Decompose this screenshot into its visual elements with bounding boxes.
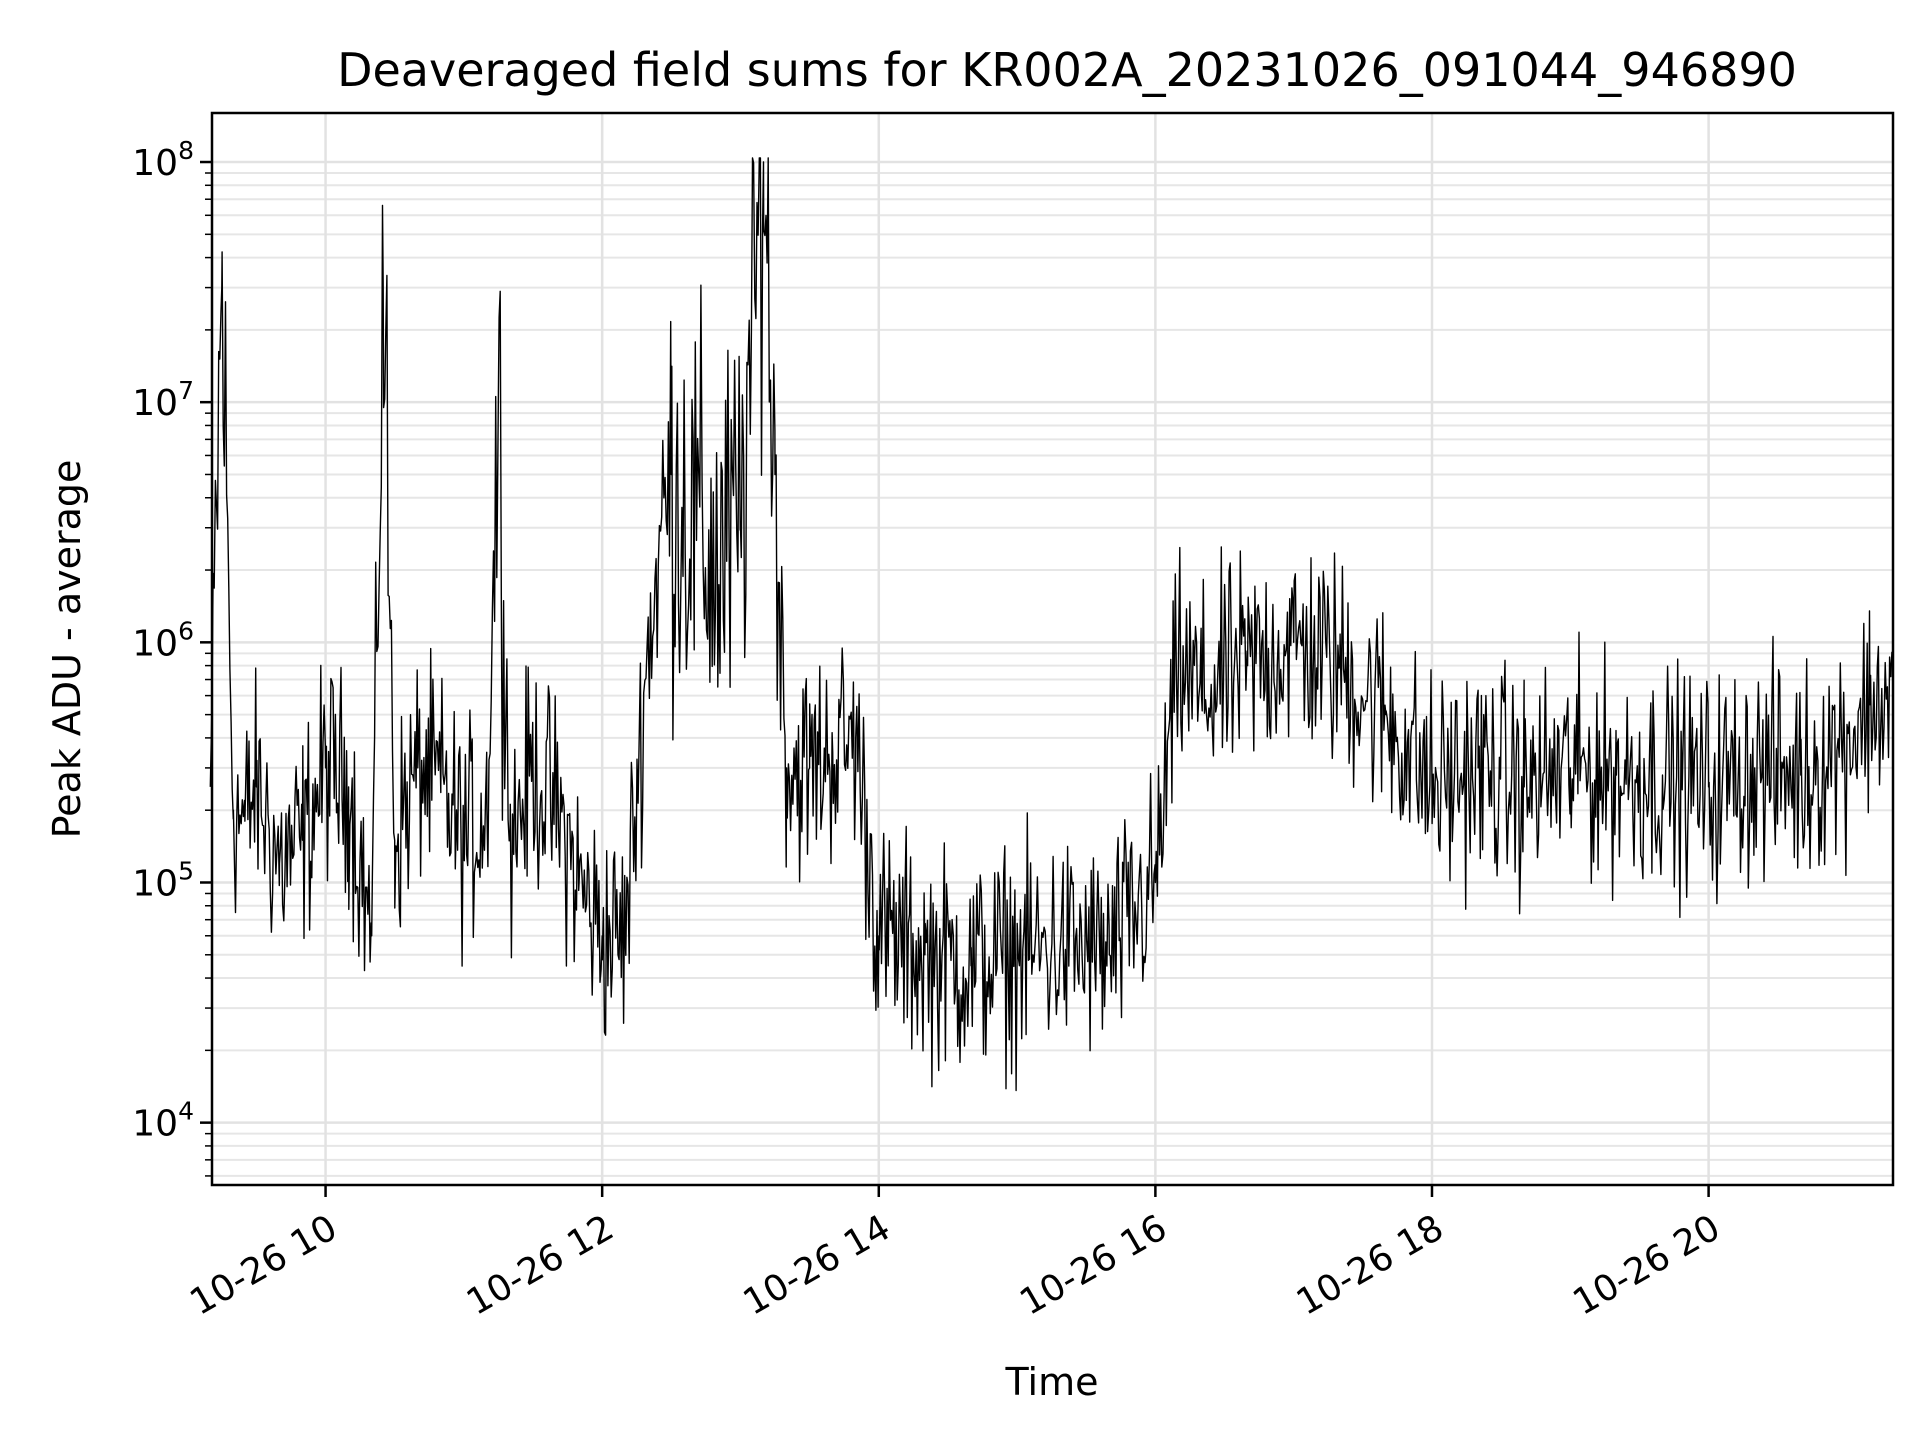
y-axis-label: Peak ADU - average [45, 460, 89, 839]
series-line [209, 157, 1894, 1092]
x-tick-label: 10-26 16 [1013, 1207, 1174, 1323]
x-tick-label: 10-26 18 [1290, 1207, 1451, 1323]
chart-title: Deaveraged field sums for KR002A_2023102… [337, 43, 1797, 97]
grid [212, 113, 1893, 1185]
y-tick-label: 106 [132, 616, 194, 664]
x-tick-label: 10-26 14 [737, 1207, 898, 1323]
x-tick-label: 10-26 20 [1566, 1207, 1727, 1323]
y-tick-label: 105 [132, 856, 194, 904]
x-axis-label: Time [1005, 1360, 1099, 1404]
x-tick-label: 10-26 12 [460, 1207, 621, 1323]
plot-series [209, 157, 1894, 1092]
ticks [200, 160, 1710, 1197]
y-tick-label: 104 [132, 1097, 194, 1145]
x-tick-label: 10-26 10 [183, 1207, 344, 1323]
y-tick-label: 108 [132, 136, 194, 184]
y-tick-label: 107 [132, 376, 194, 424]
plot-frame [210, 111, 1895, 1187]
